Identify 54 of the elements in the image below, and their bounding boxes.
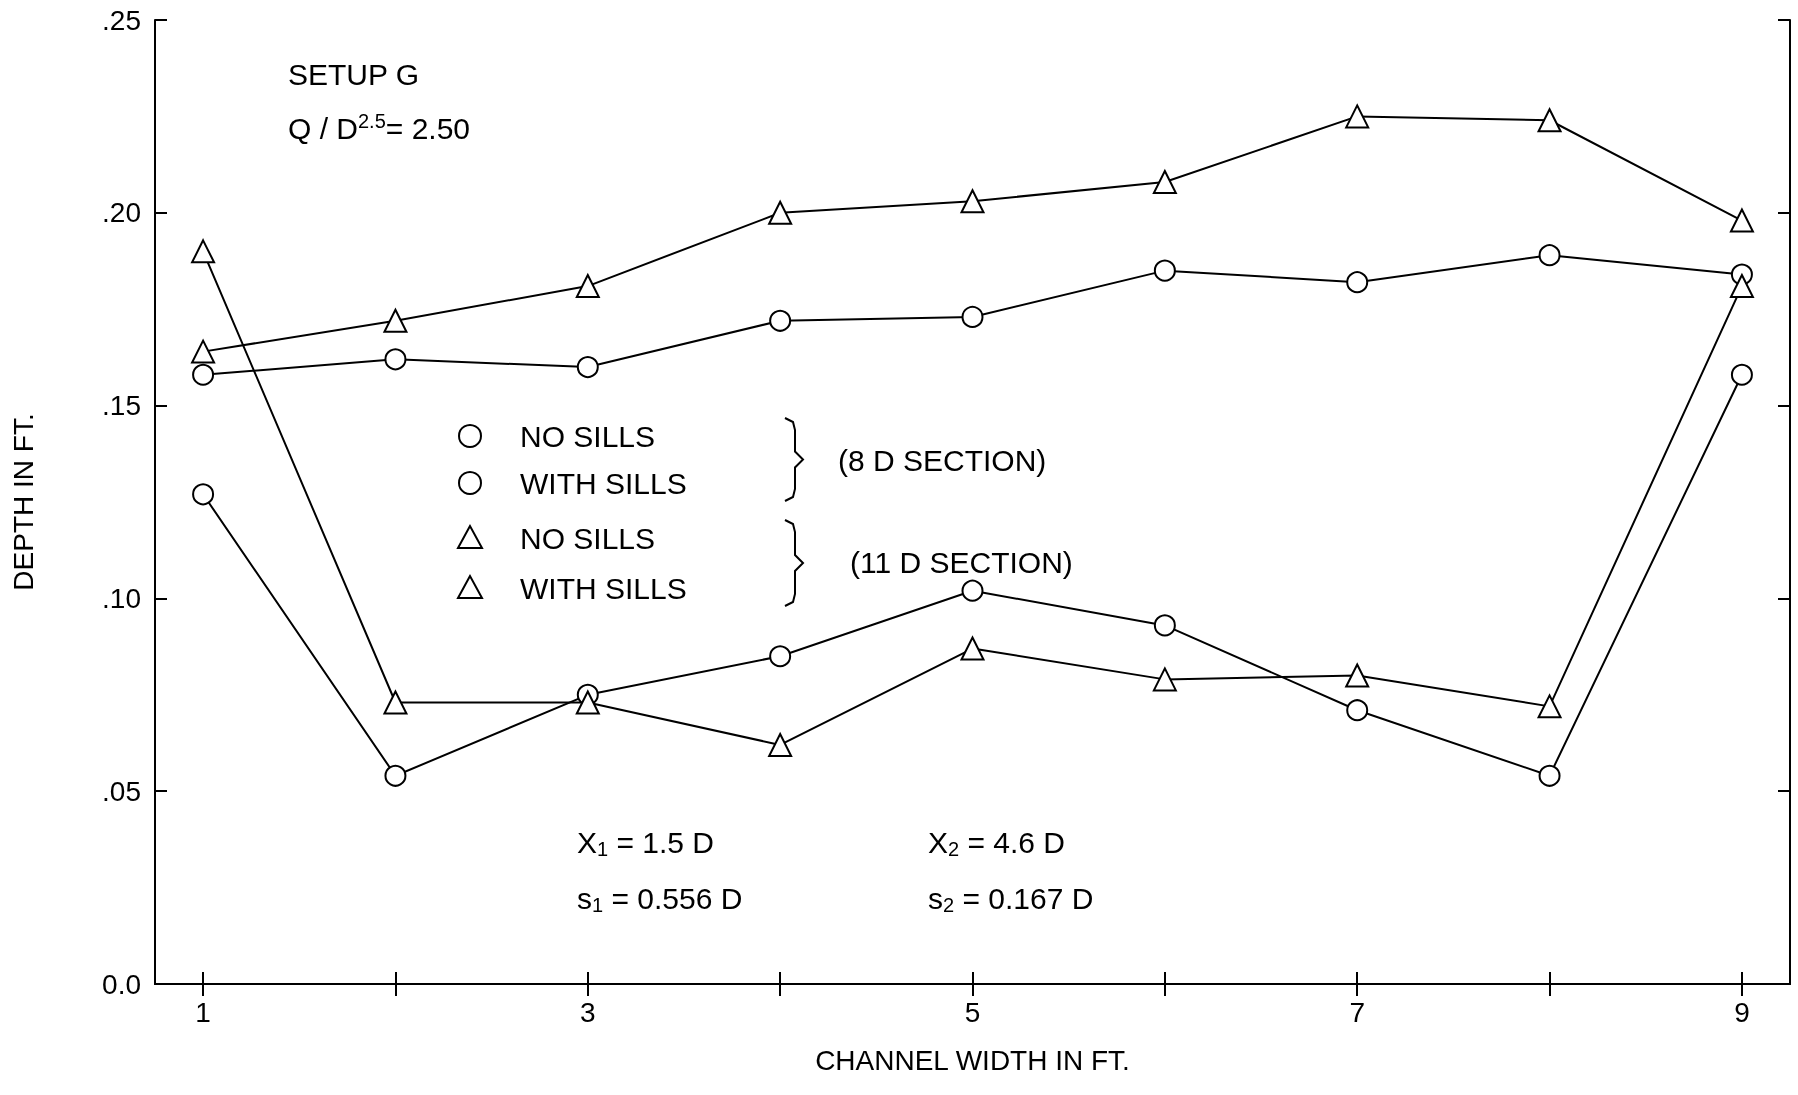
point — [769, 645, 792, 668]
point — [191, 339, 216, 364]
y-tick-label: .10 — [102, 582, 141, 614]
legend-label: NO SILLS — [520, 419, 656, 453]
point — [576, 356, 599, 379]
x-tick-label: 9 — [1734, 996, 1750, 1028]
point — [961, 305, 984, 328]
x-tick-label: 1 — [195, 996, 211, 1028]
point — [768, 200, 793, 225]
legend-label: WITH SILLS — [520, 571, 687, 605]
point — [1153, 614, 1176, 637]
point — [1730, 363, 1753, 386]
point — [575, 690, 600, 715]
point — [768, 732, 793, 757]
point — [1729, 208, 1754, 233]
point — [1729, 274, 1754, 299]
point — [1152, 667, 1177, 692]
legend-label: WITH SILLS — [520, 466, 687, 500]
x-tick-label: 7 — [1349, 996, 1365, 1028]
y-tick-label: .20 — [102, 197, 141, 229]
point — [1346, 271, 1369, 294]
point — [1152, 169, 1177, 194]
x-tick-label: 5 — [964, 996, 981, 1028]
point — [1345, 663, 1370, 688]
x-axis-title: CHANNEL WIDTH IN FT. — [815, 1044, 1130, 1076]
y-tick-label: .25 — [102, 4, 141, 36]
y-axis-title: DEPTH IN FT. — [7, 413, 39, 591]
point — [1537, 694, 1562, 719]
y-tick-label: .05 — [102, 775, 141, 807]
legend-label: NO SILLS — [520, 521, 656, 555]
annotation: SETUP G — [288, 57, 420, 91]
point — [383, 308, 408, 333]
point — [1537, 108, 1562, 133]
point — [1345, 104, 1370, 129]
point — [384, 348, 407, 371]
point — [1153, 259, 1176, 282]
point — [384, 764, 407, 787]
point — [961, 579, 984, 602]
point — [191, 239, 216, 264]
point — [960, 636, 985, 661]
x-tick-label: 3 — [580, 996, 596, 1028]
y-tick-label: 0.0 — [102, 968, 141, 1000]
point — [1538, 764, 1561, 787]
point — [192, 483, 215, 506]
annotation: (11 D SECTION) — [850, 545, 1073, 579]
point — [575, 274, 600, 299]
point — [1538, 244, 1561, 267]
point — [769, 309, 792, 332]
annotation: (8 D SECTION) — [838, 443, 1047, 477]
point — [383, 690, 408, 715]
point — [1346, 699, 1369, 722]
y-tick-label: .15 — [102, 390, 141, 422]
point — [192, 363, 215, 386]
point — [960, 189, 985, 214]
